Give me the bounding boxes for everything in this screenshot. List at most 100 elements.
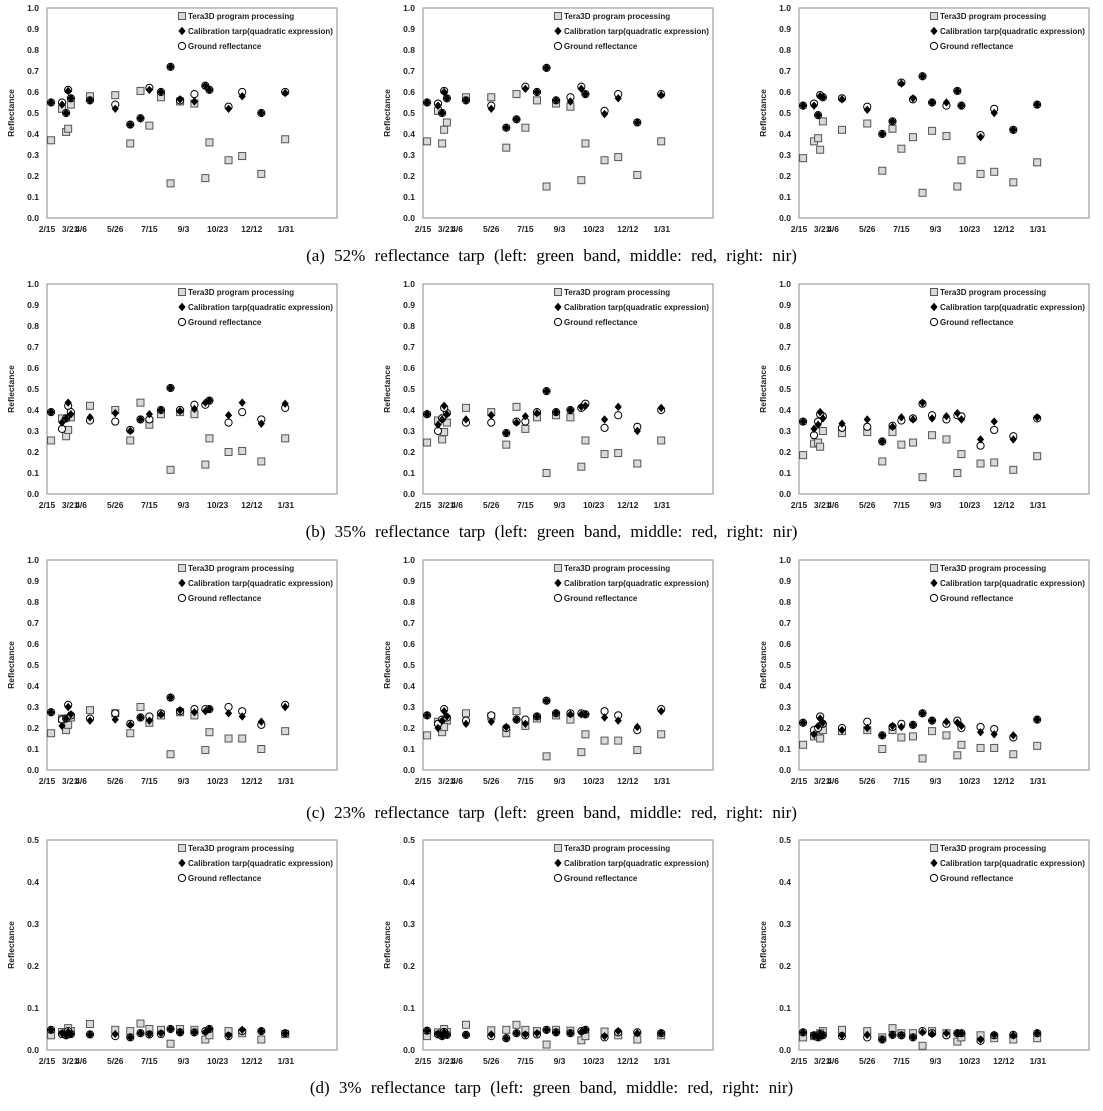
diamond-point [990,108,998,118]
diamond-point [614,402,622,412]
square-point [908,133,917,142]
diamond-point [600,713,609,722]
square-point [281,434,290,443]
diamond-point [1033,100,1041,109]
x-tick-label: 3/21 [438,500,455,510]
plot-area [46,839,338,1051]
x-tick-label: 4/6 [75,1056,87,1066]
y-tick-label: 0.1 [27,744,39,754]
square-point [257,457,266,466]
legend-label: Calibration tarp(quadratic expression) [188,579,333,588]
diamond-point [581,89,590,99]
legend-label: Calibration tarp(quadratic expression) [940,303,1085,312]
y-tick-label: 0.3 [779,702,791,712]
y-tick-label: 0.5 [403,835,415,845]
legend-label: Tera3D program processing [564,564,670,573]
square-point [928,126,937,135]
y-tick-label: 0.4 [779,877,791,887]
legend-square-icon [178,844,186,852]
y-tick-label: 0.0 [779,489,791,499]
diamond-point [462,1030,470,1040]
y-tick-label: 0.0 [27,489,39,499]
y-tick-label: 0.7 [403,342,415,352]
square-point [512,1020,521,1029]
square-point [257,169,266,178]
square-point [1033,452,1042,461]
square-point [47,729,56,738]
circle-point [600,423,609,432]
x-tick-label: 1/31 [1030,500,1047,510]
x-tick-label: 5/26 [859,1056,876,1066]
circle-point [224,418,233,427]
diamond-point [257,419,265,428]
diamond-point [86,413,94,422]
series-calibration-tarp [799,72,1041,142]
plot-area [798,559,1090,771]
diamond-point [443,410,451,419]
y-tick-label: 0.3 [27,150,39,160]
diamond-point [67,94,75,103]
square-point [990,167,999,176]
x-tick-label: 9/3 [178,776,190,786]
diamond-point [577,1027,585,1037]
y-tick-label: 0.6 [27,87,39,97]
diamond-point [512,115,521,124]
diamond-point [224,709,233,718]
series-tera3d [799,427,1042,482]
x-tick-label: 10/23 [583,224,605,234]
diamond-point [521,84,529,94]
plot-area [798,283,1090,495]
x-tick-label: 10/23 [583,1056,605,1066]
circle-point [863,422,872,431]
x-tick-label: 10/23 [583,500,605,510]
chart-a-red: 0.0 0.1 0.2 0.3 0.4 0.5 0.6 0.7 0.8 0.9 1.0 2/15 4/6… [376,0,726,240]
y-tick-label: 0.6 [403,87,415,97]
square-point [423,438,432,447]
square-point [918,1041,927,1050]
square-point [224,156,233,165]
square-point [487,93,496,102]
y-tick-label: 0.4 [403,405,415,415]
x-tick-label: 3/21 [62,1056,79,1066]
x-tick-label: 2/15 [39,776,56,786]
chart-a-nir: 0.0 0.1 0.2 0.3 0.4 0.5 0.6 0.7 0.8 0.9 1.0 2/15 4/6… [752,0,1102,240]
y-tick-label: 1.0 [403,3,415,13]
y-tick-label: 0.5 [779,835,791,845]
square-point [205,728,214,737]
diamond-point [190,404,199,414]
diamond-point [633,118,641,127]
y-tick-label: 0.4 [27,681,39,691]
x-tick-label: 12/12 [241,776,263,786]
square-point [600,450,609,459]
diamond-point [438,1031,446,1041]
y-tick-label: 0.7 [27,618,39,628]
x-tick-label: 1/31 [1030,776,1047,786]
legend-square-icon [554,564,562,572]
y-tick-label: 0.4 [779,405,791,415]
diamond-point [157,87,165,97]
diamond-point [838,725,846,735]
diamond-point [157,405,165,415]
diamond-point [136,114,145,123]
x-tick-label: 3/21 [814,776,831,786]
diamond-point [47,708,55,717]
chart-c-nir: 0.0 0.1 0.2 0.3 0.4 0.5 0.6 0.7 0.8 0.9 1.0 2/15 4/6… [752,552,1102,792]
y-tick-label: 0.5 [403,108,415,118]
square-point [166,1039,175,1048]
square-point [201,746,210,755]
square-point [224,448,233,456]
x-tick-label: 9/3 [930,1056,942,1066]
diamond-point [205,85,214,95]
square-point [577,176,586,185]
square-point [502,143,511,152]
square-point [953,751,962,760]
diamond-point [863,105,871,115]
diamond-point [257,108,265,118]
legend-label: Tera3D program processing [188,564,294,573]
x-tick-label: 7/15 [893,500,910,510]
y-tick-label: 0.0 [27,765,39,775]
square-point [205,434,214,443]
square-point [85,1019,94,1028]
square-point [521,424,530,433]
legend: Tera3D program processing Calibration tar… [177,12,333,51]
